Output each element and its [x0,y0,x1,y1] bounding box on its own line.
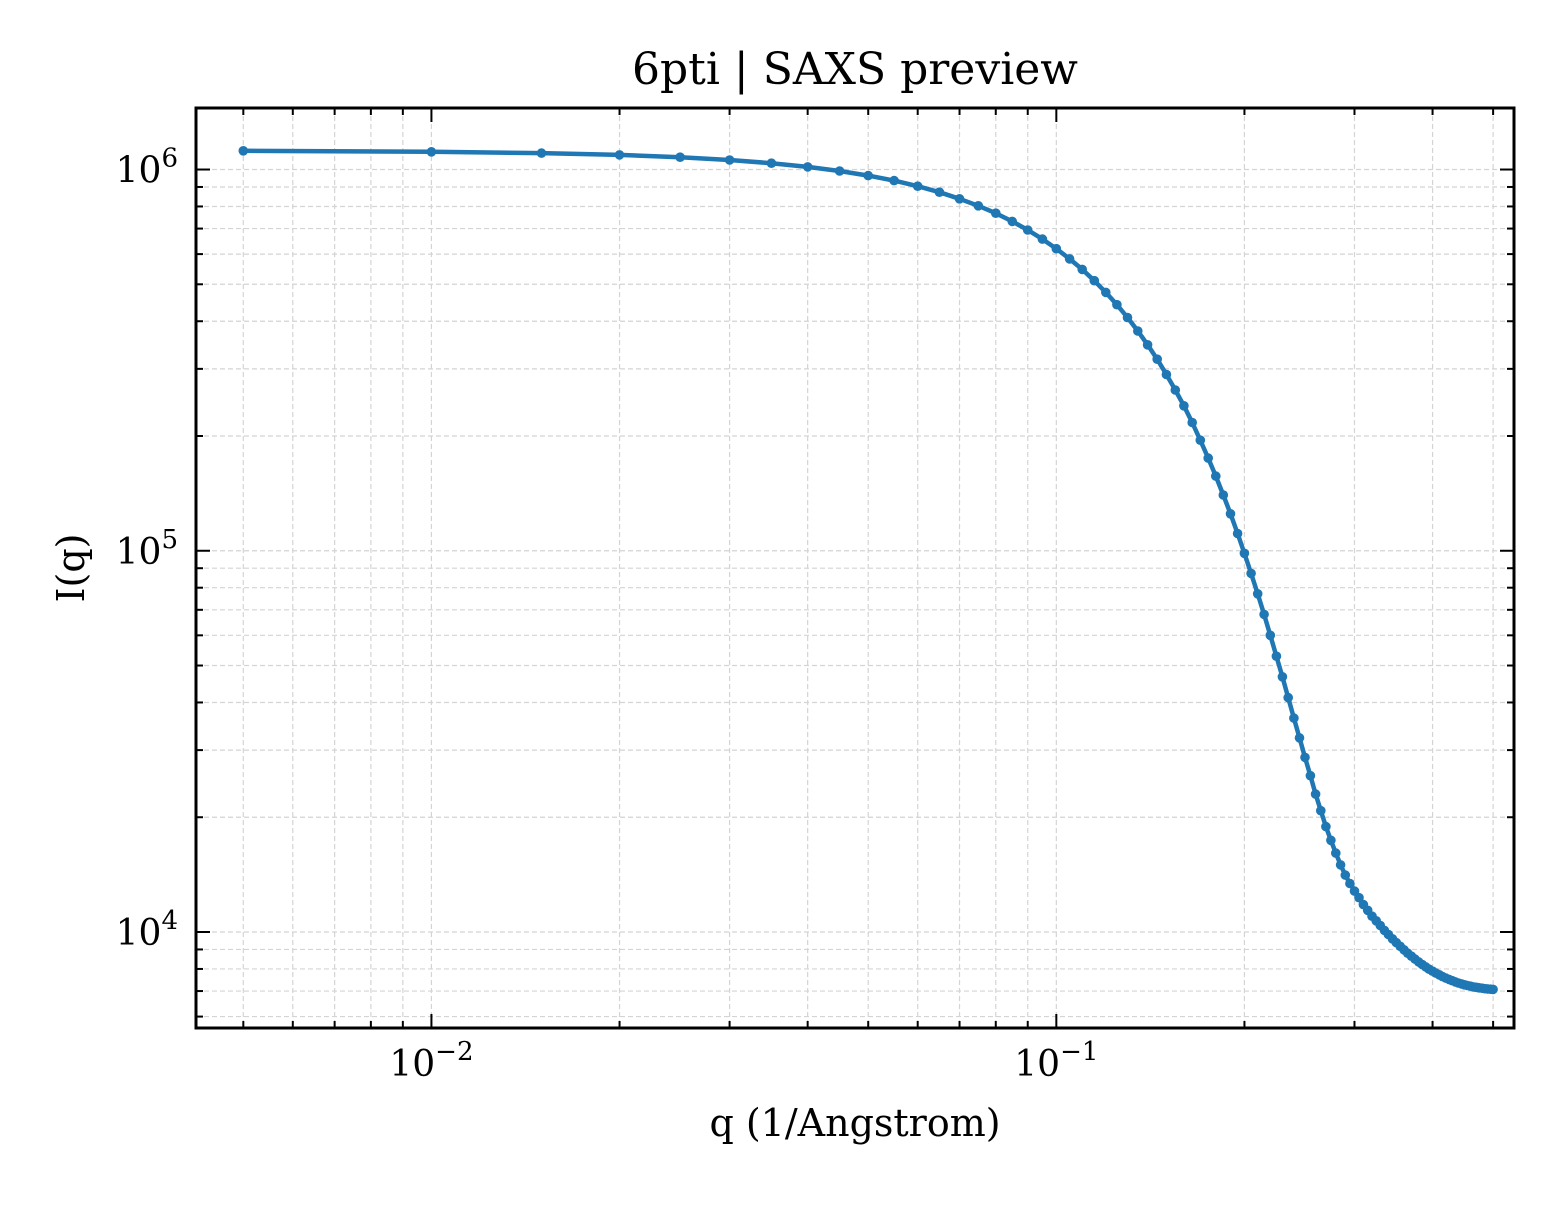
data-point [1300,752,1310,763]
data-point [1170,385,1181,395]
data-point [1310,789,1321,799]
data-point [1142,340,1153,350]
x-tick-label: 10−1 [1014,1037,1098,1085]
data-point [1283,692,1293,703]
data-point [1112,299,1122,310]
data-point [1252,589,1263,599]
data-point [1331,848,1341,858]
y-tick-label: 105 [116,525,178,573]
x-tick-label: 10−2 [389,1037,473,1085]
data-point [1179,401,1189,411]
data-point [1077,264,1087,275]
data-point [1152,354,1162,365]
data-point [1133,326,1143,336]
data-point [1037,234,1048,244]
data-point [1294,733,1305,743]
data-point [1354,892,1364,903]
data-point [766,158,777,168]
data-point [1218,490,1229,500]
chart-title: 6pti | SAXS preview [632,44,1078,95]
data-point [426,147,437,157]
data-point [1211,471,1221,481]
data-point [991,208,1001,218]
data-point [863,170,873,181]
data-point [238,146,249,156]
data-point [724,155,735,165]
data-point [1340,870,1351,880]
y-tick-label: 104 [116,906,178,954]
data-point [1335,860,1346,870]
data-point [1225,509,1236,519]
data-point [1316,805,1326,816]
grid [196,108,1514,1028]
data-point [1259,609,1269,620]
data-point [614,150,625,160]
data-point [1246,568,1256,579]
y-tick-label: 106 [116,144,178,192]
x-axis-label: q (1/Angstrom) [709,1101,1000,1145]
data-point [675,152,685,162]
data-point [1305,770,1316,781]
y-axis-label: I(q) [49,534,93,603]
data-point [834,166,845,176]
data-point [1326,835,1336,846]
series-layer [238,146,1498,995]
data-point [1064,254,1075,264]
ticks: 10−2 10−1 104 105 106 [116,108,1514,1085]
data-point [1195,435,1206,446]
data-point [1239,548,1250,559]
data-point [1345,878,1355,889]
data-point [1232,528,1243,539]
data-point [934,187,945,197]
data-point [1321,821,1331,832]
data-point [1122,312,1133,323]
data-point [1101,287,1111,298]
data-point [1161,369,1172,380]
data-point [1187,417,1197,428]
data-point [1289,713,1299,723]
data-point [802,162,813,172]
data-point [973,201,984,211]
data-point [1022,225,1033,235]
data-point [1271,651,1282,661]
data-point [889,175,899,186]
data-point [1277,672,1288,682]
data-point [1089,275,1100,286]
data-point [1265,630,1276,641]
data-point [1488,984,1498,995]
data-point [1203,453,1213,463]
data-point [536,148,547,158]
data-point [912,181,923,191]
data-point [954,194,965,204]
data-point [1051,243,1062,254]
data-point [1007,216,1017,227]
